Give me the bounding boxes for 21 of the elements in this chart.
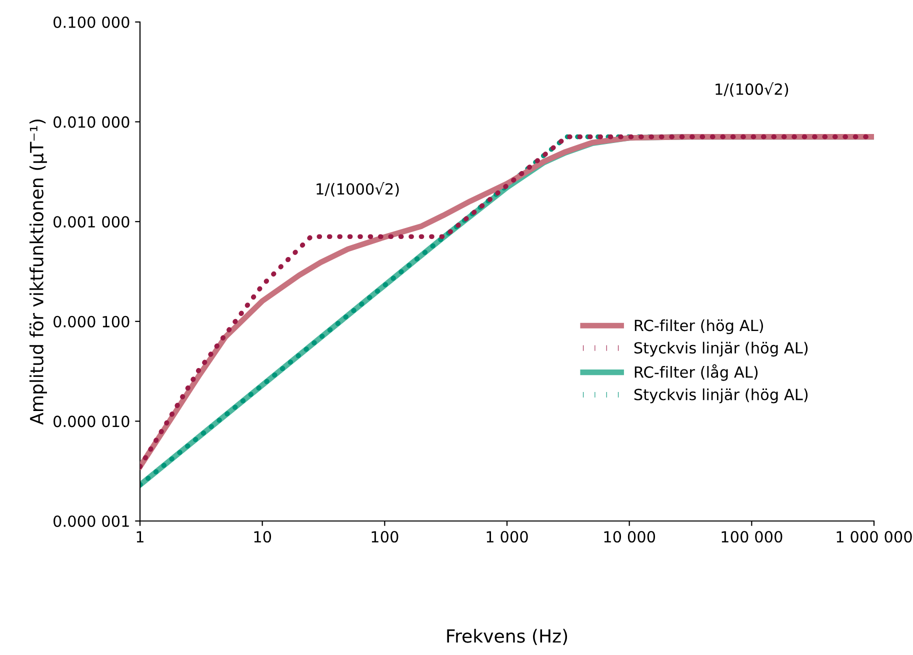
annotation: 1/(1000√2) <box>316 182 399 197</box>
x-tick-label: 10 <box>254 530 272 543</box>
y-tick-label: 0.010 000 <box>54 116 130 128</box>
x-tick-label: 100 000 <box>722 530 782 543</box>
y-axis-title: Amplitud för viktfunktionen (µT⁻¹) <box>29 120 47 425</box>
legend-label: Styckvis linjär (hög AL) <box>634 388 808 404</box>
x-axis-title: Frekvens (Hz) <box>447 628 568 645</box>
legend-label: Styckvis linjär (hög AL) <box>634 342 808 357</box>
x-tick-label: 10 000 <box>604 530 656 543</box>
y-tick-label: 0.001 000 <box>54 216 130 228</box>
x-tick-label: 1 000 000 <box>836 530 912 543</box>
annotation: 1/(100√2) <box>716 82 788 97</box>
y-tick-label: 0.100 000 <box>54 16 130 28</box>
x-tick-label: 1 000 <box>486 530 528 543</box>
x-tick-label: 100 <box>372 530 398 543</box>
legend-label: RC-filter (låg AL) <box>634 364 758 381</box>
y-tick-label: 0.000 010 <box>54 416 130 428</box>
legend-label: RC-filter (hög AL) <box>634 319 763 334</box>
y-tick-label: 0.000 100 <box>54 316 130 328</box>
y-tick-label: 0.000 001 <box>54 515 129 528</box>
x-tick-label: 1 <box>136 531 144 542</box>
